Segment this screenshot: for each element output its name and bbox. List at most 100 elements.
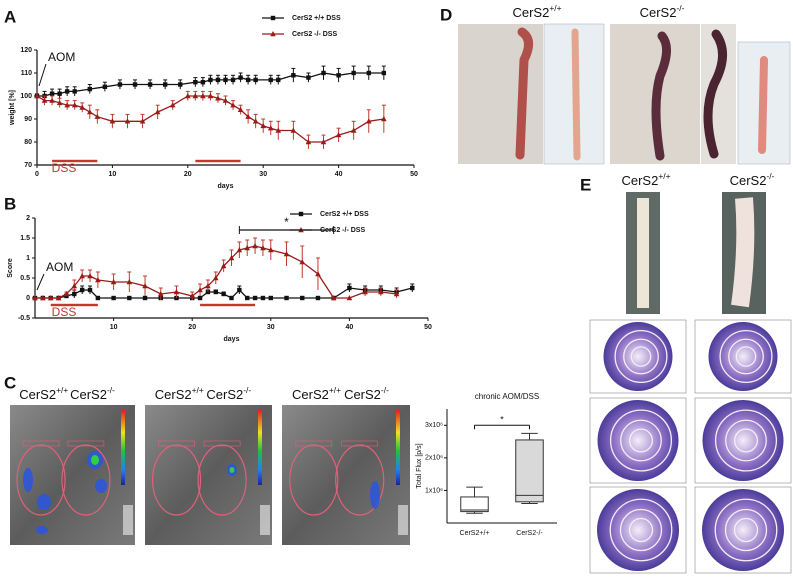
marker — [276, 77, 281, 83]
x-tick-label: 10 — [109, 171, 117, 178]
histology-ring — [734, 428, 758, 453]
marker — [336, 73, 341, 78]
genotype-label: CerS2-/- — [640, 3, 685, 20]
colon — [651, 31, 671, 161]
y-tick-label: 80 — [24, 139, 32, 146]
colon — [571, 28, 581, 161]
x-tick-label: 50 — [424, 324, 432, 331]
marker — [237, 287, 242, 293]
marker — [142, 295, 148, 301]
marker — [63, 291, 70, 297]
box — [460, 496, 489, 513]
marker — [192, 93, 199, 99]
marker — [237, 106, 244, 112]
color-scale — [121, 410, 125, 485]
roi — [151, 444, 202, 516]
x-tick-label: 0 — [35, 171, 39, 178]
marker — [245, 295, 250, 301]
marker — [173, 289, 180, 295]
marker — [283, 251, 290, 257]
marker — [306, 75, 311, 80]
roi-tag — [22, 440, 60, 447]
x-axis-label: days — [224, 336, 240, 343]
marker — [57, 91, 62, 96]
roi — [16, 444, 66, 516]
legend-label: CerS2 -/- DSS — [292, 31, 337, 38]
marker — [268, 247, 274, 253]
y-tick-label: 1x10⁶ — [425, 487, 443, 494]
x-tick-label: 30 — [259, 171, 267, 178]
marker — [197, 287, 203, 293]
roi-tag — [67, 440, 105, 447]
marker — [126, 279, 133, 285]
marker — [260, 122, 266, 129]
legend-box — [398, 505, 408, 535]
y-tick-label: 0 — [26, 295, 30, 302]
marker — [268, 77, 273, 83]
marker — [315, 295, 321, 301]
marker — [228, 255, 235, 261]
genotype-sup: -/- — [766, 171, 774, 181]
genotype-sup: +/+ — [549, 3, 561, 13]
bioluminescence — [36, 526, 48, 534]
histology-section — [603, 322, 673, 391]
marker — [236, 247, 243, 253]
marker — [253, 77, 258, 83]
marker — [321, 70, 326, 76]
legend-box — [260, 505, 270, 535]
marker — [351, 70, 356, 76]
genotype-base: CerS2 — [621, 173, 658, 188]
marker — [169, 102, 176, 108]
marker — [87, 86, 92, 92]
panel-label: A — [4, 7, 16, 26]
bioluminescence — [370, 481, 380, 509]
marker — [366, 70, 371, 76]
marker — [220, 263, 227, 269]
roi-tag — [158, 440, 195, 447]
histology-section — [708, 322, 778, 391]
marker — [252, 243, 258, 249]
y-tick-label: 70 — [24, 162, 32, 169]
marker — [381, 70, 387, 76]
marker — [124, 118, 131, 124]
bioluminescence — [91, 455, 99, 465]
annotation: * — [284, 215, 289, 229]
genotype-sup: +/+ — [56, 385, 68, 395]
genotype-base: CerS2 — [730, 173, 767, 188]
imaging-photo — [145, 405, 272, 545]
histology-section — [597, 489, 679, 571]
histology-ring — [714, 409, 778, 472]
genotype-label: CerS2+/+ — [292, 385, 341, 402]
marker — [49, 97, 55, 103]
histology-ring — [614, 329, 668, 384]
genotype-sup: +/+ — [329, 385, 341, 395]
legend-box — [123, 505, 133, 535]
histology-ring — [630, 346, 652, 367]
genotype-base: CerS2 — [292, 387, 329, 402]
marker — [178, 82, 183, 87]
x-tick-label: 50 — [410, 171, 418, 178]
histology-section — [702, 489, 784, 571]
genotype-sup: -/- — [107, 385, 115, 395]
panel-label: C — [4, 373, 16, 392]
y-axis-label: weight [%] — [9, 90, 16, 126]
annotation-arrow — [36, 273, 45, 291]
marker — [185, 93, 191, 99]
marker — [252, 118, 259, 124]
y-tick-label: 120 — [20, 47, 32, 54]
annotation-arrow — [38, 63, 47, 87]
marker — [142, 283, 148, 289]
marker — [291, 73, 296, 78]
chart-title: chronic AOM/DSS — [475, 392, 539, 401]
roi-tag — [341, 440, 379, 447]
imaging-photo — [282, 405, 410, 545]
bioluminescence — [37, 494, 51, 510]
marker — [381, 116, 387, 122]
marker — [205, 283, 211, 289]
genotype-label: CerS2+/+ — [155, 385, 204, 402]
marker — [245, 113, 251, 119]
y-tick-label: 1.5 — [20, 235, 30, 242]
histology-ring — [620, 419, 662, 462]
marker — [72, 89, 77, 94]
y-axis-label: Total Flux [p/s] — [416, 443, 423, 488]
